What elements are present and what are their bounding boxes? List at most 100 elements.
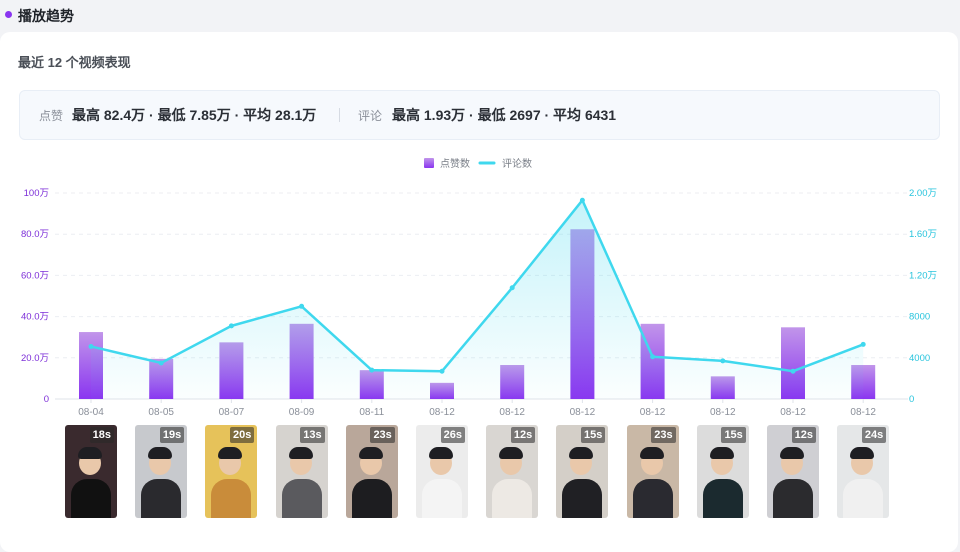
comments-stats-value: 最高 1.93万 · 最低 2697 · 平均 6431 (392, 107, 617, 123)
stats-summary: 点赞 最高 82.4万 · 最低 7.85万 · 平均 28.1万 评论 最高 … (19, 90, 940, 140)
left-axis-tick: 0 (44, 394, 49, 405)
section-marker-icon (5, 11, 12, 18)
thumbnail-figure (773, 479, 813, 518)
comments-point (790, 368, 796, 374)
video-duration-badge: 18s (89, 427, 114, 443)
video-thumbnail[interactable]: 26s (416, 425, 468, 518)
thumbnail-figure (281, 479, 322, 518)
comments-area (91, 200, 864, 399)
video-duration-badge: 23s (651, 427, 676, 443)
right-axis-tick: 8000 (909, 312, 930, 323)
comments-point (439, 368, 445, 374)
stats-divider (339, 108, 340, 122)
trend-chart: 点赞数 评论数 0 20.0万 40.0万 60.0万 80.0万 100万 0 4000 80… (21, 157, 937, 418)
thumbnail-figure (422, 479, 462, 518)
video-thumbnail[interactable]: 18s (65, 425, 117, 518)
comments-point (369, 367, 375, 373)
video-thumbnail[interactable]: 19s (135, 425, 188, 518)
section-title: 播放趋势 (18, 8, 74, 24)
thumbnail-figure (351, 479, 392, 518)
left-axis: 0 20.0万 40.0万 60.0万 80.0万 100万 (21, 188, 49, 405)
x-axis-label: 08-11 (359, 407, 384, 418)
legend-bar-swatch (424, 158, 434, 168)
x-axis-label: 08-12 (570, 407, 596, 418)
left-axis-tick: 60.0万 (21, 270, 49, 281)
comments-point (579, 197, 585, 203)
video-duration-badge: 15s (581, 427, 606, 443)
right-axis-tick: 1.60万 (909, 229, 937, 240)
comments-point (720, 358, 726, 364)
left-axis-tick: 40.0万 (21, 312, 49, 323)
video-thumbnail[interactable]: 23s (626, 425, 679, 518)
right-axis-tick: 2.00万 (909, 188, 937, 199)
video-duration-badge: 19s (159, 427, 185, 443)
thumbnail-hair (850, 447, 875, 459)
video-duration-badge: 15s (721, 427, 746, 443)
thumbnail-hair (639, 447, 664, 459)
x-axis-label: 08-07 (219, 407, 245, 418)
thumbnail-hair (78, 447, 102, 459)
x-axis-label: 08-12 (710, 407, 736, 418)
video-duration-badge: 23s (370, 427, 395, 443)
comments-point (650, 354, 656, 360)
thumbnail-figure (71, 479, 111, 518)
legend-comments-label: 评论数 (502, 157, 532, 170)
x-axis: 08-04 08-05 08-07 08-09 08-11 08-12 08-12 08-12… (78, 399, 876, 418)
comments-point (228, 323, 234, 329)
thumbnail-hair (709, 447, 734, 459)
likes-stats-value: 最高 82.4万 · 最低 7.85万 · 平均 28.1万 (72, 107, 317, 123)
thumbnail-hair (569, 447, 594, 459)
video-thumbnail[interactable]: 20s (205, 425, 258, 518)
video-duration-badge: 24s (861, 427, 887, 443)
video-duration-badge: 12s (510, 427, 536, 443)
x-axis-label: 08-12 (499, 407, 525, 418)
thumbnail-figure (141, 479, 182, 518)
thumbnail-figure (702, 479, 743, 518)
x-axis-label: 08-12 (850, 407, 876, 418)
thumbnail-hair (288, 447, 313, 459)
right-axis: 0 4000 8000 1.20万 1.60万 2.00万 (909, 188, 937, 405)
comments-point (860, 341, 866, 347)
x-axis-label: 08-09 (289, 407, 315, 418)
right-axis-tick: 4000 (909, 353, 930, 364)
video-thumbnail[interactable]: 13s (275, 425, 328, 518)
likes-stats-label: 点赞 (39, 109, 64, 123)
video-thumbnail[interactable]: 12s (486, 425, 539, 518)
left-axis-tick: 100万 (24, 188, 49, 199)
right-axis-tick: 1.20万 (909, 270, 937, 281)
comments-line-path (90, 198, 864, 373)
thumbnail-hair (499, 447, 524, 459)
comments-point (299, 303, 305, 309)
comments-line (88, 197, 866, 399)
comments-stats-label: 评论 (358, 109, 383, 123)
comments-point (509, 285, 515, 291)
thumbnail-figure (211, 479, 252, 518)
x-axis-label: 08-12 (780, 407, 806, 418)
video-duration-badge: 20s (230, 427, 255, 443)
thumbnail-hair (358, 447, 383, 459)
card-subtitle: 最近 12 个视频表现 (18, 55, 131, 70)
thumbnail-figure (562, 479, 603, 518)
thumbnail-hair (148, 447, 173, 459)
video-duration-badge: 13s (300, 427, 325, 443)
right-axis-tick: 0 (909, 394, 914, 405)
x-axis-label: 08-05 (148, 407, 174, 418)
thumbnail-figure (632, 479, 673, 518)
video-thumbnail[interactable]: 15s (696, 425, 749, 518)
video-duration-badge: 26s (440, 427, 465, 443)
left-axis-tick: 20.0万 (21, 353, 49, 364)
legend-likes-label: 点赞数 (440, 157, 470, 170)
video-thumbnail[interactable]: 23s (345, 425, 398, 518)
comments-point (158, 360, 164, 366)
x-axis-label: 08-12 (429, 407, 455, 418)
video-thumbnail[interactable]: 15s (556, 425, 609, 518)
video-thumbnail[interactable]: 24s (837, 425, 890, 518)
video-thumbnail[interactable]: 12s (767, 425, 819, 518)
thumbnail-figure (843, 479, 884, 518)
thumbnail-figure (492, 479, 533, 518)
comments-point (88, 343, 94, 349)
video-duration-badge: 12s (791, 427, 816, 443)
thumbnail-hair (780, 447, 804, 459)
x-axis-label: 08-12 (640, 407, 666, 418)
left-axis-tick: 80.0万 (21, 229, 49, 240)
